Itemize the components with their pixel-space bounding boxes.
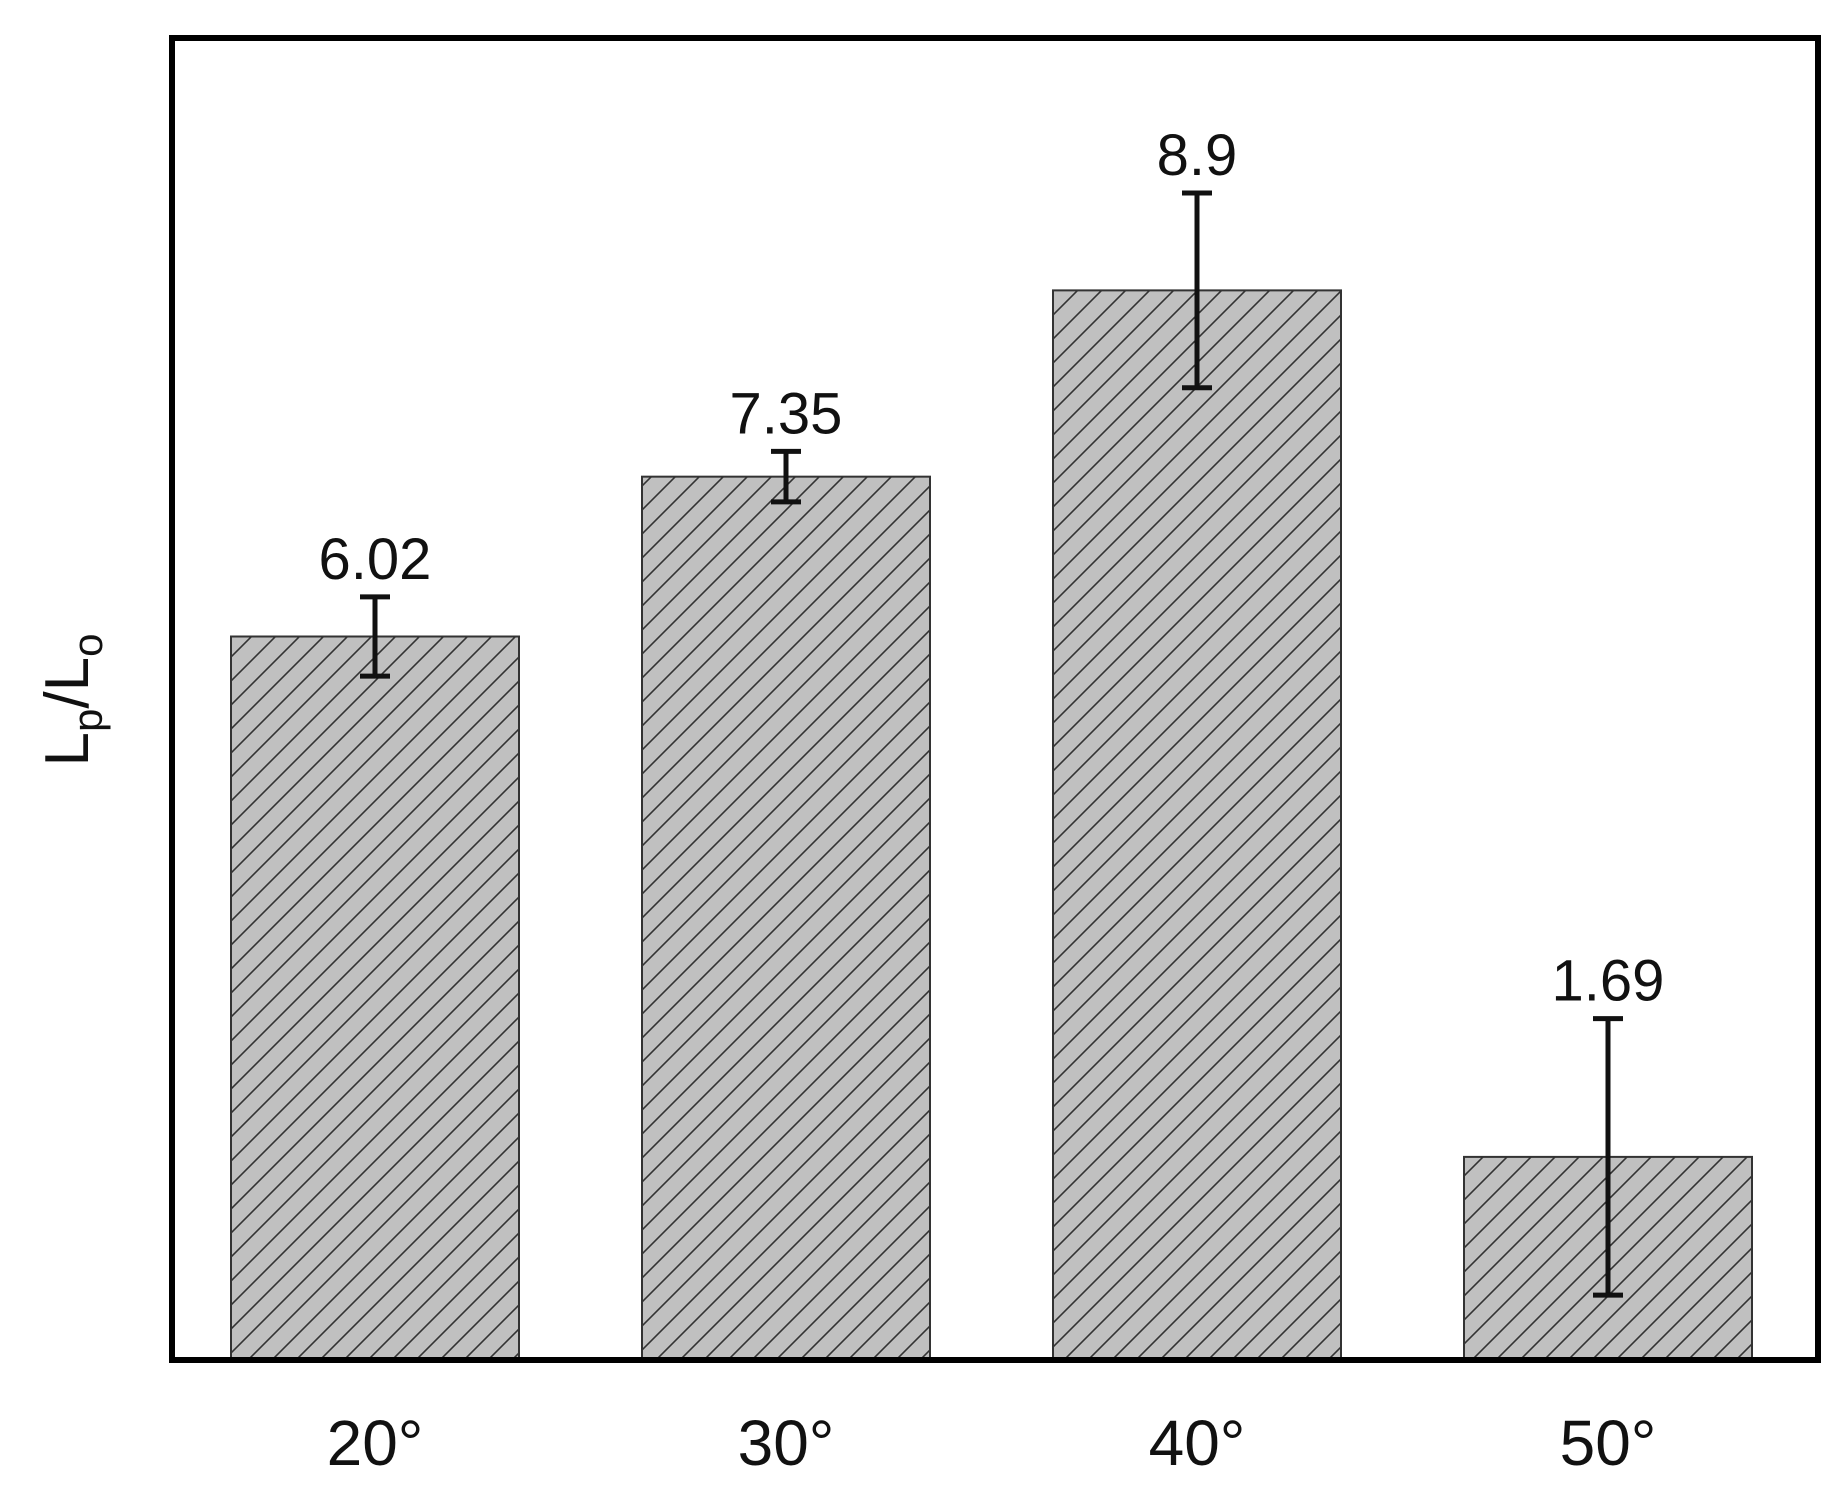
error-bar-2	[1182, 190, 1212, 391]
x-tick-label-0: 20°	[327, 1407, 424, 1479]
data-label-3: 1.69	[1552, 949, 1665, 1014]
bar-1	[641, 475, 931, 1361]
bar-0	[230, 635, 520, 1361]
error-bar-0	[360, 594, 390, 679]
y-axis-label: Lp/Lo	[33, 634, 111, 767]
bars-layer	[230, 289, 1753, 1361]
error-bar-1	[771, 448, 801, 505]
bar-2	[1052, 289, 1342, 1361]
data-label-2: 8.9	[1157, 123, 1238, 188]
plot-frame	[169, 35, 1821, 1363]
error-bar-3	[1593, 1016, 1623, 1298]
x-tick-label-1: 30°	[738, 1407, 835, 1479]
x-tick-label-2: 40°	[1149, 1407, 1246, 1479]
data-labels-layer: 6.02 7.35 8.9 1.69	[319, 123, 1665, 1014]
error-bars-layer	[360, 190, 1623, 1298]
x-tick-labels-layer: 20° 30° 40° 50°	[327, 1407, 1657, 1479]
x-tick-label-3: 50°	[1560, 1407, 1657, 1479]
data-label-1: 7.35	[730, 381, 843, 446]
data-label-0: 6.02	[319, 527, 432, 592]
